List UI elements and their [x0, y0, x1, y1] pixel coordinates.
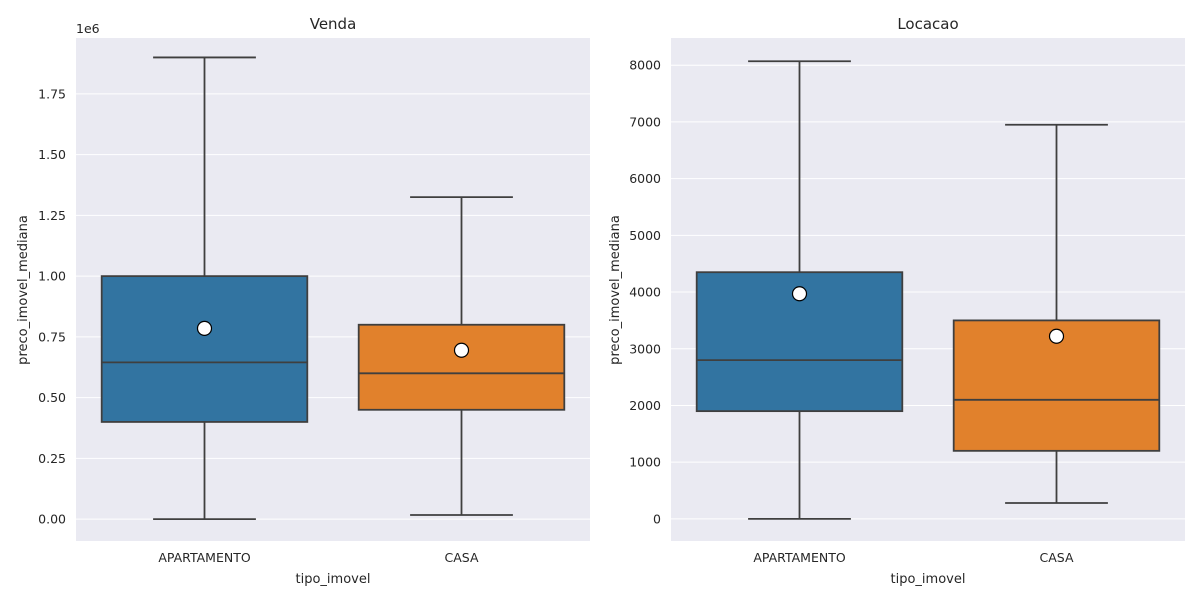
box-casa-venda	[357, 196, 566, 516]
mean-marker	[196, 320, 213, 336]
y-tick-label: 7000	[629, 114, 661, 129]
mean-marker	[791, 286, 808, 302]
box-apartamento-venda	[100, 56, 309, 521]
y-tick-label: 0	[653, 511, 661, 526]
y-axis-label-venda: preco_imovel_mediana	[16, 215, 31, 365]
y-tick-label: 1000	[629, 455, 661, 470]
y-tick-label: 0.75	[38, 329, 66, 344]
box-apartamento-locacao	[695, 60, 904, 520]
y-tick-label: 5000	[629, 228, 661, 243]
y-tick-label: 8000	[629, 58, 661, 73]
subplot-venda: 0.00 0.25 0.50 0.75 1.00 1.25 1.50 1.75 APARTAM…	[16, 15, 590, 587]
y-tick-label: 1.00	[38, 269, 66, 284]
y-tick-label: 6000	[629, 171, 661, 186]
iqr-box	[357, 323, 566, 411]
y-tick-label: 1.50	[38, 147, 66, 162]
y-tick-label: 1.75	[38, 86, 66, 101]
subplot-locacao: 0 1000 2000 3000 4000 5000 6000 7000 8000 APARTA…	[608, 15, 1185, 587]
y-tick-label: 0.50	[38, 390, 66, 405]
y-axis-offset-venda: 1e6	[76, 21, 100, 36]
iqr-box	[100, 275, 309, 423]
y-tick-label: 2000	[629, 398, 661, 413]
y-axis-label-locacao: preco_imovel_mediana	[608, 215, 623, 365]
box-casa-locacao	[952, 123, 1161, 504]
x-ticks-venda: APARTAMENTO CASA	[158, 550, 479, 565]
boxes-venda	[100, 56, 566, 521]
y-ticks-locacao: 0 1000 2000 3000 4000 5000 6000 7000 8000	[629, 58, 661, 527]
boxes-locacao	[695, 60, 1161, 520]
chart-title-venda: Venda	[310, 15, 357, 33]
x-axis-label-venda: tipo_imovel	[296, 572, 371, 587]
mean-marker	[453, 342, 470, 358]
x-tick-label: CASA	[445, 550, 479, 565]
y-tick-label: 1.25	[38, 208, 66, 223]
x-axis-label-locacao: tipo_imovel	[891, 572, 966, 587]
chart-title-locacao: Locacao	[897, 15, 958, 33]
mean-marker	[1048, 328, 1065, 344]
y-tick-label: 0.00	[38, 512, 66, 527]
x-tick-label: CASA	[1040, 550, 1074, 565]
y-tick-label: 3000	[629, 341, 661, 356]
x-tick-label: APARTAMENTO	[753, 550, 846, 565]
x-ticks-locacao: APARTAMENTO CASA	[753, 550, 1074, 565]
x-tick-label: APARTAMENTO	[158, 550, 251, 565]
y-tick-label: 0.25	[38, 451, 66, 466]
y-ticks-venda: 0.00 0.25 0.50 0.75 1.00 1.25 1.50 1.75	[38, 86, 66, 526]
y-tick-label: 4000	[629, 285, 661, 300]
